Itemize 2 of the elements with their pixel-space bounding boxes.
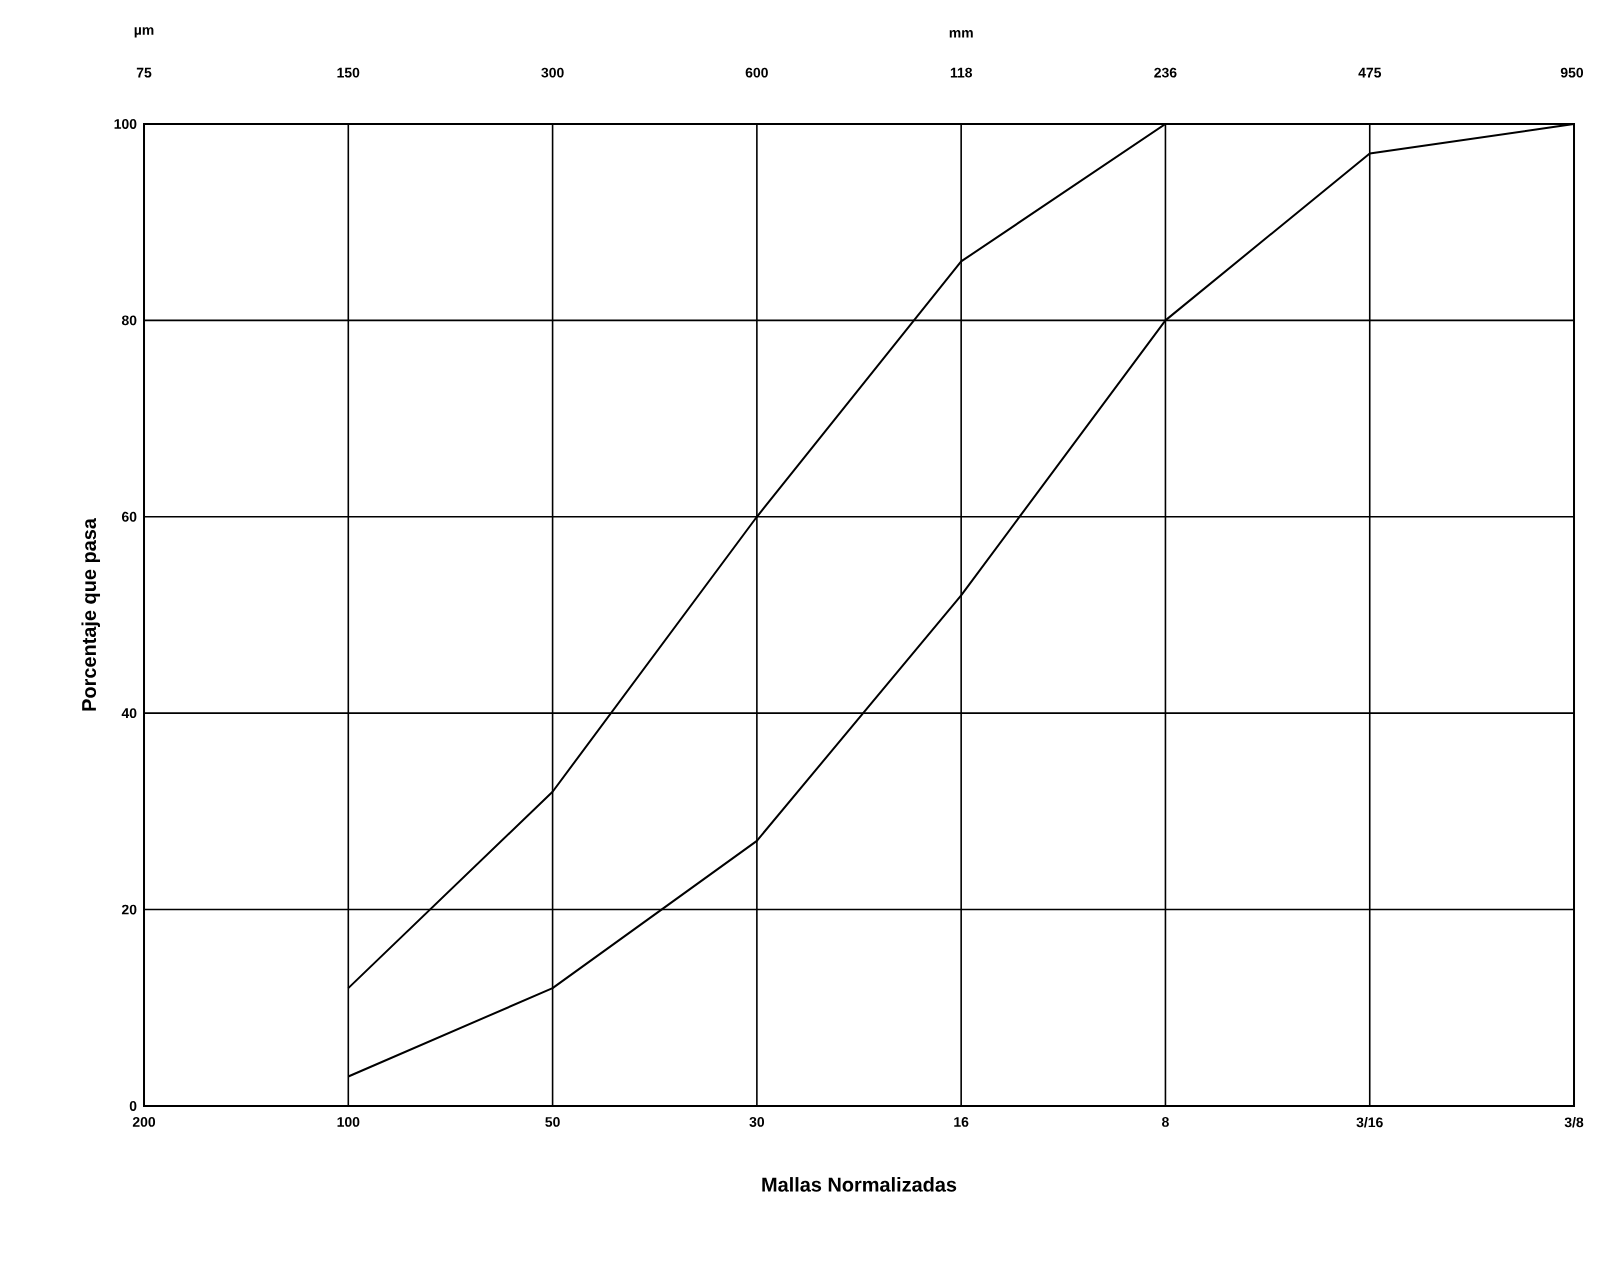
- y-axis-title: Porcentaje que pasa: [81, 517, 101, 711]
- x-axis-title: Mallas Normalizadas: [762, 1177, 957, 1192]
